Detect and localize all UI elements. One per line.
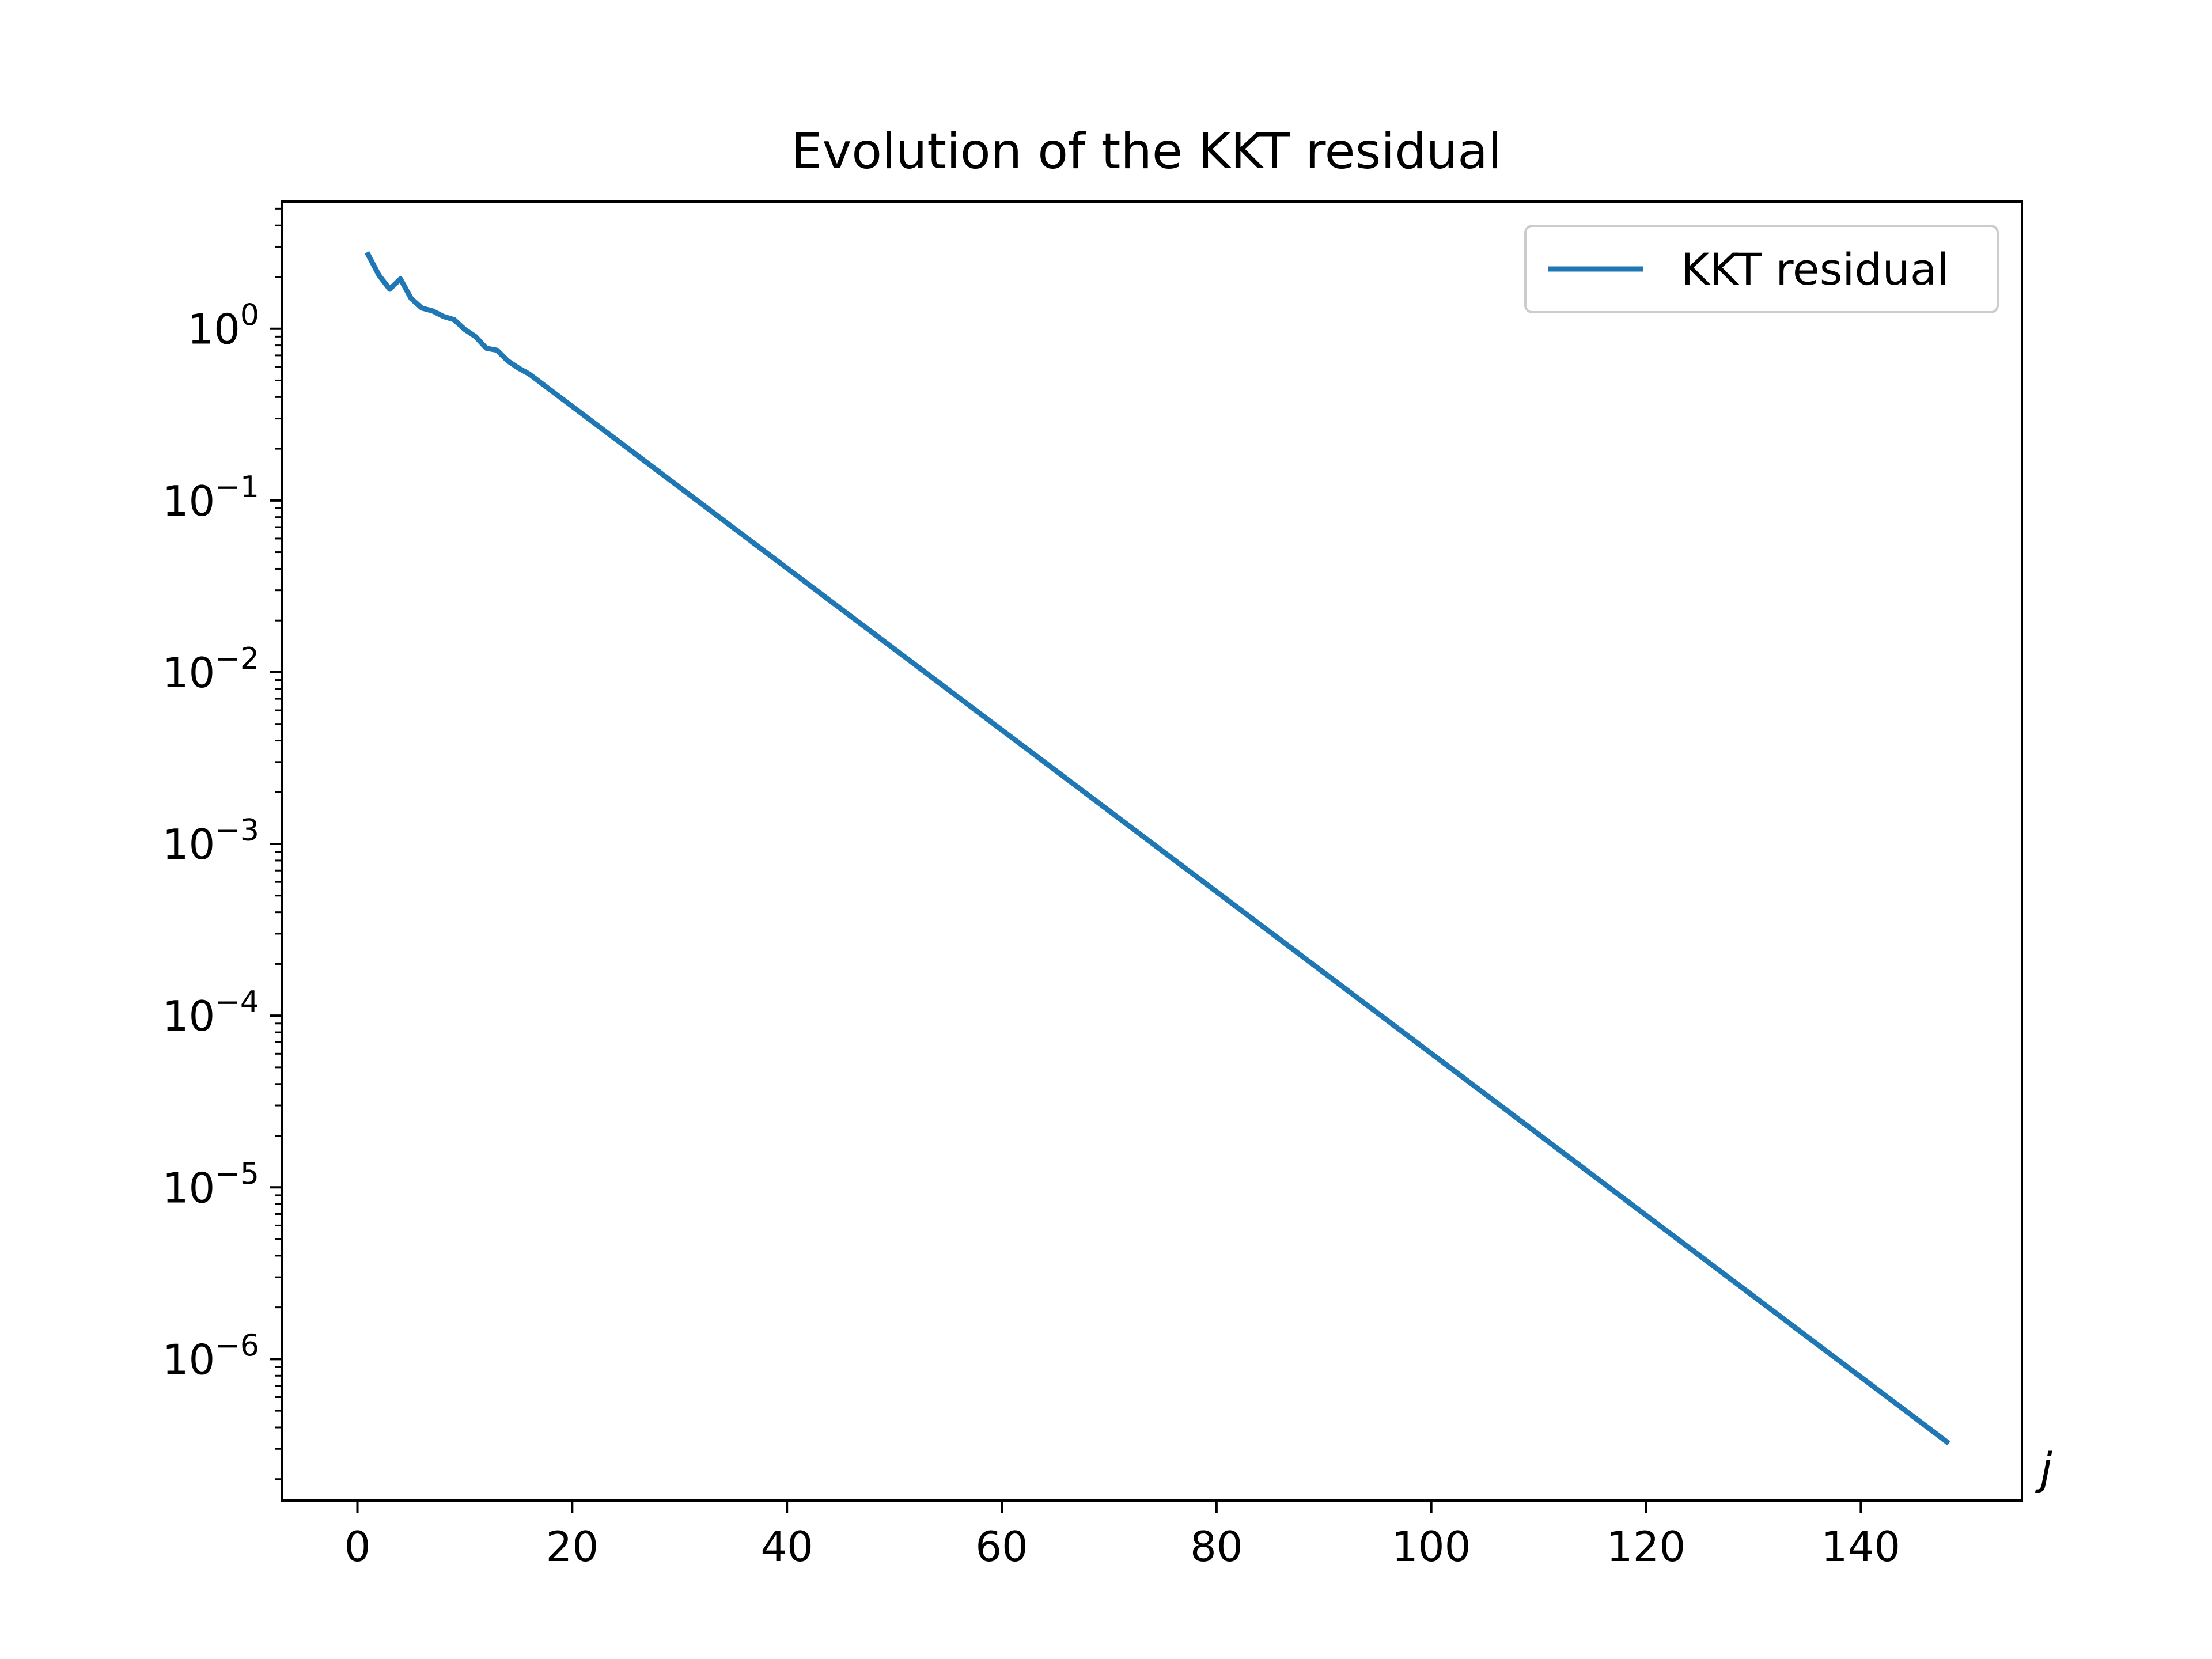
x-tick-label: 20	[546, 1522, 599, 1571]
y-tick-exponent: −4	[215, 985, 259, 1020]
x-tick-label: 0	[344, 1522, 371, 1571]
chart-title: Evolution of the KKT residual	[791, 123, 1502, 180]
y-tick-exponent: −2	[215, 642, 259, 676]
x-tick-label: 120	[1607, 1522, 1685, 1571]
axes: 0 20 40 60 80 100 120 14010010−110−210−310−410−…	[162, 200, 2023, 1571]
y-tick-exponent: 0	[240, 298, 259, 333]
y-tick-base: 10	[187, 305, 240, 354]
y-tick-base: 10	[162, 992, 215, 1040]
y-tick-base: 10	[162, 820, 215, 869]
y-tick-base: 10	[162, 649, 215, 697]
x-tick-label: 140	[1821, 1522, 1900, 1571]
x-axis-label: j	[2035, 1443, 2052, 1494]
plot-area	[365, 251, 1950, 1446]
y-tick-exponent: −6	[215, 1328, 259, 1363]
y-tick-label: 10−5	[162, 1157, 259, 1212]
legend-box	[1524, 225, 1999, 313]
y-tick-label: 100	[187, 298, 259, 354]
x-tick-label: 100	[1392, 1522, 1471, 1571]
y-tick-label: 10−3	[162, 813, 259, 869]
y-tick-label: 10−4	[162, 985, 259, 1040]
y-tick-exponent: −3	[215, 813, 259, 848]
axes-frame	[281, 200, 2023, 1502]
y-tick-exponent: −1	[215, 470, 259, 505]
y-tick-label: 10−2	[162, 642, 259, 697]
y-tick-label: 10−1	[162, 470, 259, 525]
y-tick-label: 10−6	[162, 1328, 259, 1384]
legend-label: KKT residual	[1681, 244, 1949, 295]
y-tick-exponent: −5	[215, 1157, 259, 1191]
x-tick-label: 80	[1190, 1522, 1243, 1571]
x-tick-label: 60	[975, 1522, 1028, 1571]
y-tick-base: 10	[162, 1335, 215, 1384]
y-tick-base: 10	[162, 1164, 215, 1212]
series-line-0	[365, 251, 1950, 1446]
x-tick-label: 40	[760, 1522, 813, 1571]
y-tick-base: 10	[162, 477, 215, 525]
legend: KKT residual	[1524, 225, 1999, 313]
